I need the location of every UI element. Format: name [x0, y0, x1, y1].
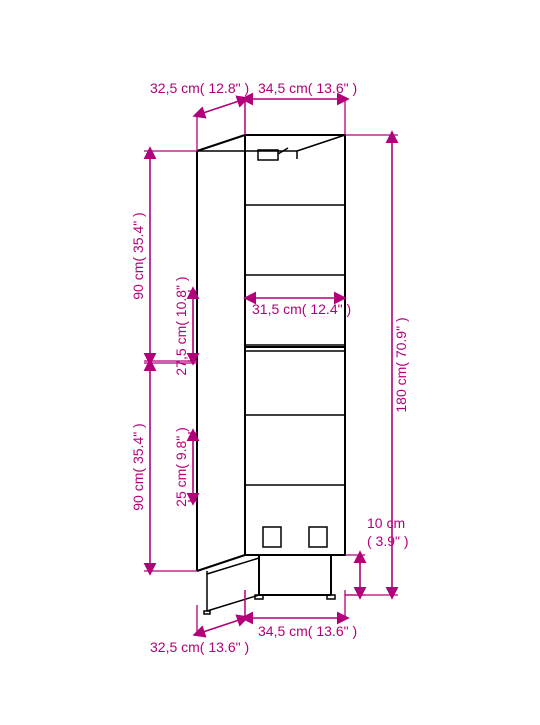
cabinet-outline [197, 135, 345, 614]
label-left-upper-90: 90 cm( 35.4" ) [130, 212, 146, 299]
diagram-stage: 32,5 cm( 12.8" ) 34,5 cm( 13.6" ) 90 cm( 3… [0, 0, 540, 720]
label-top-width: 34,5 cm( 13.6" ) [258, 80, 357, 96]
label-bottom-width: 34,5 cm( 13.6" ) [258, 623, 357, 639]
diagram-svg: 32,5 cm( 12.8" ) 34,5 cm( 13.6" ) 90 cm( 3… [0, 0, 540, 720]
label-clear-10-b: ( 3.9" ) [367, 533, 409, 549]
label-shelf-25: 25 cm( 9.8" ) [173, 427, 189, 507]
label-inner-width: 31,5 cm( 12.4" ) [252, 301, 351, 317]
label-top-depth: 32,5 cm( 12.8" ) [150, 80, 249, 96]
label-right-180: 180 cm( 70.9" ) [393, 317, 409, 412]
label-left-lower-90: 90 cm( 35.4" ) [130, 423, 146, 510]
label-bottom-depth: 32,5 cm( 13.6" ) [150, 639, 249, 655]
label-clear-10-a: 10 cm [367, 515, 405, 531]
label-shelf-27: 27,5 cm( 10.8" ) [173, 276, 189, 375]
